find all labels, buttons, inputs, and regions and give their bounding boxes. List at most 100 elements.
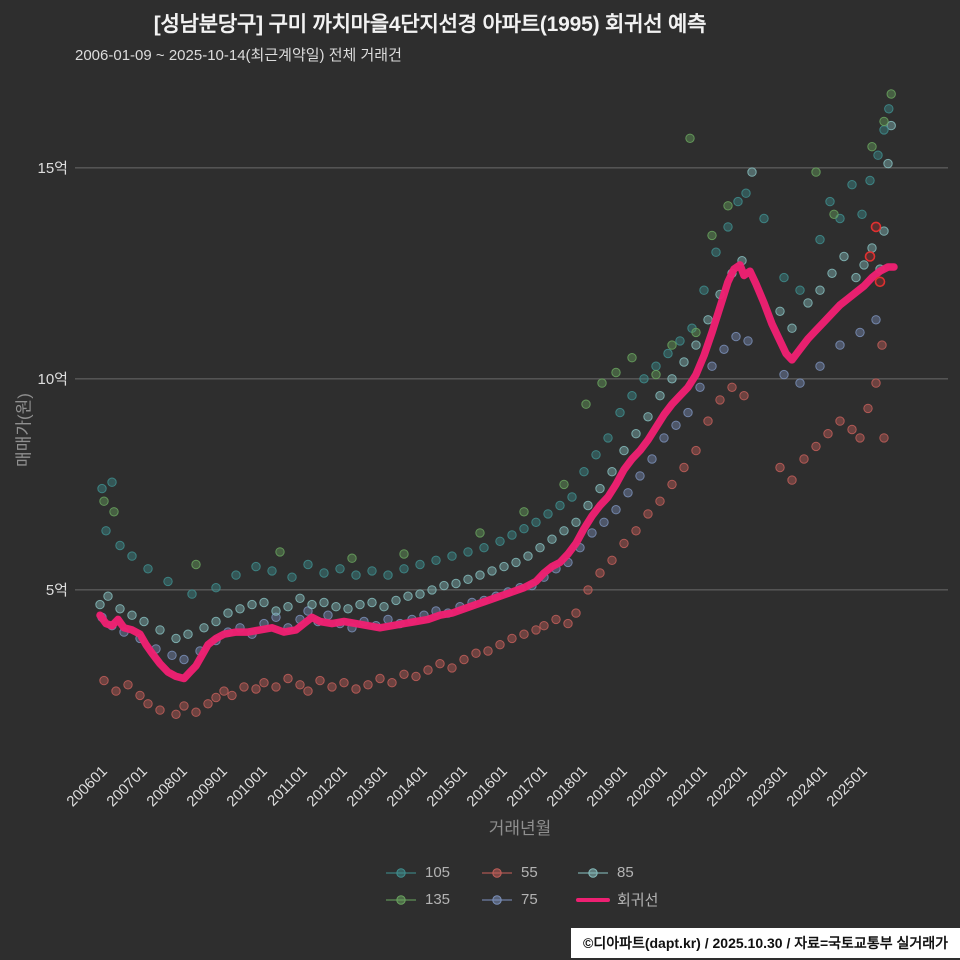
scatter-point-105 — [251, 561, 261, 572]
scatter-point-105 — [759, 213, 769, 224]
scatter-point-75 — [695, 382, 705, 392]
scatter-point-105 — [211, 583, 221, 593]
scatter-point-85 — [307, 599, 317, 610]
scatter-point-55 — [799, 454, 809, 464]
scatter-point-105 — [699, 285, 709, 295]
scatter-point-105 — [101, 526, 111, 536]
scatter-point-85 — [283, 602, 293, 612]
scatter-point-55 — [155, 705, 165, 715]
scatter-point-135 — [685, 133, 695, 144]
scatter-point-85 — [259, 597, 269, 608]
scatter-point-105 — [519, 524, 529, 534]
legend-item-85: 85 — [576, 864, 672, 881]
x-tick-label: 200901 — [183, 763, 230, 810]
scatter-point-55 — [655, 496, 665, 506]
scatter-point-135 — [691, 327, 701, 338]
scatter-point-85 — [523, 551, 533, 561]
scatter-point-55 — [143, 699, 153, 709]
scatter-point-85 — [559, 526, 569, 536]
scatter-point-55 — [507, 633, 517, 644]
scatter-point-55 — [111, 686, 121, 696]
scatter-point-85 — [475, 570, 485, 580]
legend-label: 105 — [425, 864, 451, 881]
scatter-point-55 — [339, 678, 349, 688]
scatter-point-55 — [643, 509, 653, 519]
scatter-point-85 — [343, 604, 353, 614]
scatter-point-85 — [679, 357, 689, 367]
scatter-point-105 — [543, 509, 553, 519]
scatter-point-85 — [775, 306, 785, 316]
scatter-point-75 — [683, 407, 693, 418]
scatter-point-55 — [471, 648, 481, 658]
x-tick-label: 202501 — [823, 763, 870, 810]
scatter-point-55 — [423, 665, 433, 675]
scatter-point-85 — [439, 580, 449, 591]
scatter-point-105 — [567, 492, 577, 502]
scatter-point-105 — [579, 467, 589, 477]
page-title: [성남분당구] 구미 까치마을4단지선경 아파트(1995) 회귀선 예측 — [153, 13, 707, 36]
scatter-point-75 — [815, 361, 825, 371]
scatter-point-55 — [595, 568, 605, 578]
scatter-point-85 — [655, 391, 665, 401]
x-tick-label: 201901 — [583, 763, 630, 810]
scatter-point-85 — [511, 557, 521, 568]
scatter-point-85 — [879, 226, 889, 236]
scatter-point-85 — [595, 483, 605, 494]
scatter-point-135 — [109, 507, 119, 517]
legend-dot-swatch — [588, 867, 598, 878]
x-tick-label: 201401 — [383, 763, 430, 810]
scatter-point-55 — [739, 391, 749, 401]
scatter-point-135 — [191, 559, 201, 570]
scatter-point-55 — [315, 675, 325, 686]
scatter-point-55 — [459, 654, 469, 665]
scatter-point-85 — [487, 566, 497, 576]
scatter-point-75 — [707, 361, 717, 371]
scatter-point-75 — [871, 315, 881, 325]
scatter-point-85 — [355, 599, 365, 610]
scatter-point-85 — [703, 315, 713, 325]
legend-item-135: 135 — [384, 889, 480, 910]
scatter-point-85 — [403, 591, 413, 601]
legend-marker-icon — [578, 867, 608, 878]
scatter-point-55 — [411, 671, 421, 682]
scatter-point-105 — [663, 348, 673, 359]
scatter-point-55 — [727, 382, 737, 392]
scatter-point-105 — [879, 125, 889, 135]
scatter-point-55 — [715, 395, 725, 405]
scatter-point-85 — [223, 608, 233, 618]
scatter-point-55 — [399, 669, 409, 679]
scatter-point-85 — [295, 593, 305, 603]
scatter-point-85 — [391, 595, 401, 606]
scatter-point-135 — [347, 553, 357, 563]
scatter-point-55 — [691, 445, 701, 456]
scatter-point-55 — [123, 680, 133, 690]
scatter-point-135 — [611, 367, 621, 378]
scatter-point-135 — [651, 369, 661, 380]
scatter-point-55 — [171, 709, 181, 719]
scatter-point-105 — [287, 572, 297, 582]
scatter-point-105 — [795, 285, 805, 295]
scatter-point-55 — [251, 684, 261, 694]
scatter-point-85 — [571, 517, 581, 527]
x-tick-label: 200701 — [103, 763, 150, 810]
scatter-point-55 — [99, 675, 109, 686]
scatter-point-55 — [259, 678, 269, 688]
scatter-point-55 — [519, 629, 529, 639]
scatter-point-75 — [179, 654, 189, 665]
x-tick-label: 202401 — [783, 763, 830, 810]
y-tick-label: 10억 — [38, 371, 69, 388]
scatter-point-105 — [507, 530, 517, 540]
scatter-point-105 — [847, 180, 857, 190]
legend-dot-swatch — [492, 867, 502, 878]
legend-dot-swatch — [396, 894, 406, 905]
scatter-point-105 — [531, 517, 541, 527]
scatter-point-105 — [627, 391, 637, 401]
scatter-point-85 — [127, 610, 137, 620]
x-tick-label: 201001 — [223, 763, 270, 810]
x-tick-label: 201601 — [463, 763, 510, 810]
scatter-point-105 — [603, 433, 613, 443]
scatter-point-75 — [743, 336, 753, 346]
scatter-point-135 — [399, 549, 409, 559]
scatter-point-55 — [775, 462, 785, 473]
scatter-point-105 — [107, 477, 117, 487]
